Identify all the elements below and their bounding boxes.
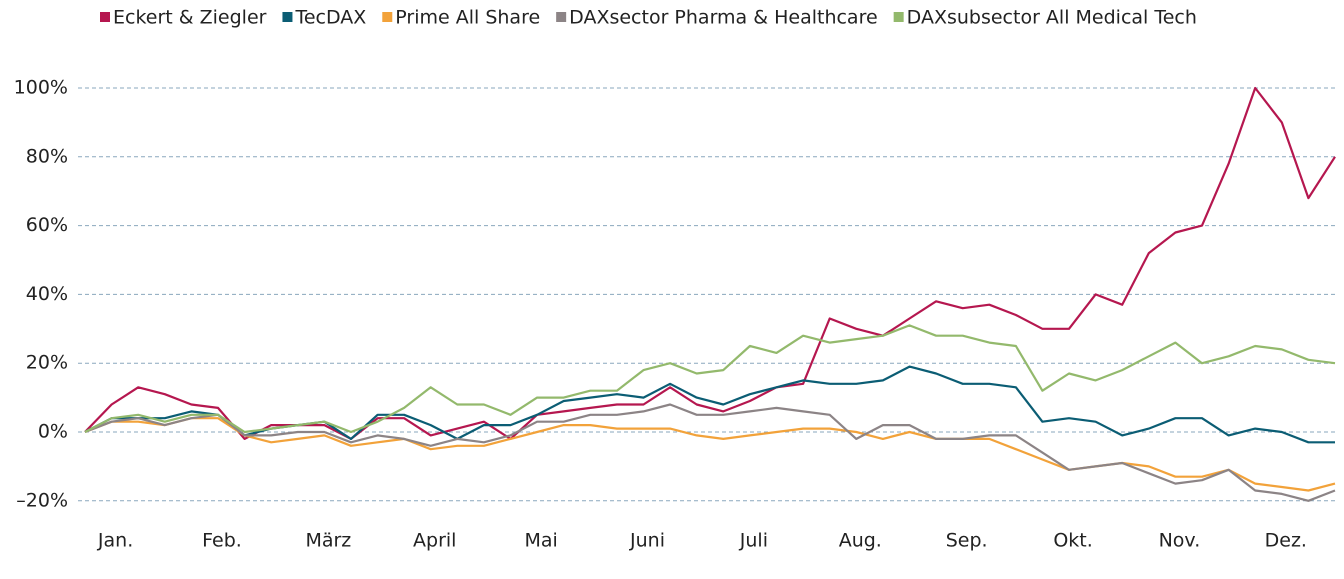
series-line [84, 86, 1336, 440]
x-tick-label: Aug. [839, 530, 882, 552]
x-tick-label: Sep. [946, 530, 988, 552]
x-tick-label: Juni [629, 530, 665, 552]
series-line [84, 324, 1336, 434]
y-tick-label: 80% [26, 145, 68, 167]
x-tick-label: Nov. [1159, 530, 1201, 552]
legend-label: Prime All Share [395, 7, 540, 29]
legend-label: DAXsubsector All Medical Tech [907, 7, 1197, 29]
legend-label: Eckert & Ziegler [113, 7, 267, 29]
x-tick-label: März [305, 530, 351, 552]
y-tick-label: 100% [14, 77, 68, 99]
legend-swatch [100, 12, 110, 22]
x-tick-label: Juli [739, 530, 768, 552]
y-tick-label: 0% [38, 421, 68, 443]
x-tick-label: Jan. [97, 530, 133, 552]
y-tick-label: 40% [26, 283, 68, 305]
legend-swatch [382, 12, 393, 22]
legend-label: DAXsector Pharma & Healthcare [569, 7, 878, 29]
y-tick-label: 20% [26, 352, 68, 374]
x-tick-label: Mai [524, 530, 557, 552]
legend-label: TecDAX [294, 7, 366, 29]
series-line [84, 403, 1336, 502]
x-tick-label: Dez. [1265, 530, 1307, 552]
x-tick-label: April [413, 530, 456, 552]
x-tick-label: Feb. [202, 530, 242, 552]
x-tick-label: Okt. [1053, 530, 1092, 552]
legend-swatch [556, 12, 567, 22]
legend-swatch [282, 12, 293, 22]
y-tick-label: 60% [26, 214, 68, 236]
series-line [84, 365, 1335, 444]
legend-swatch [893, 12, 904, 22]
y-tick-label: –20% [16, 489, 68, 511]
